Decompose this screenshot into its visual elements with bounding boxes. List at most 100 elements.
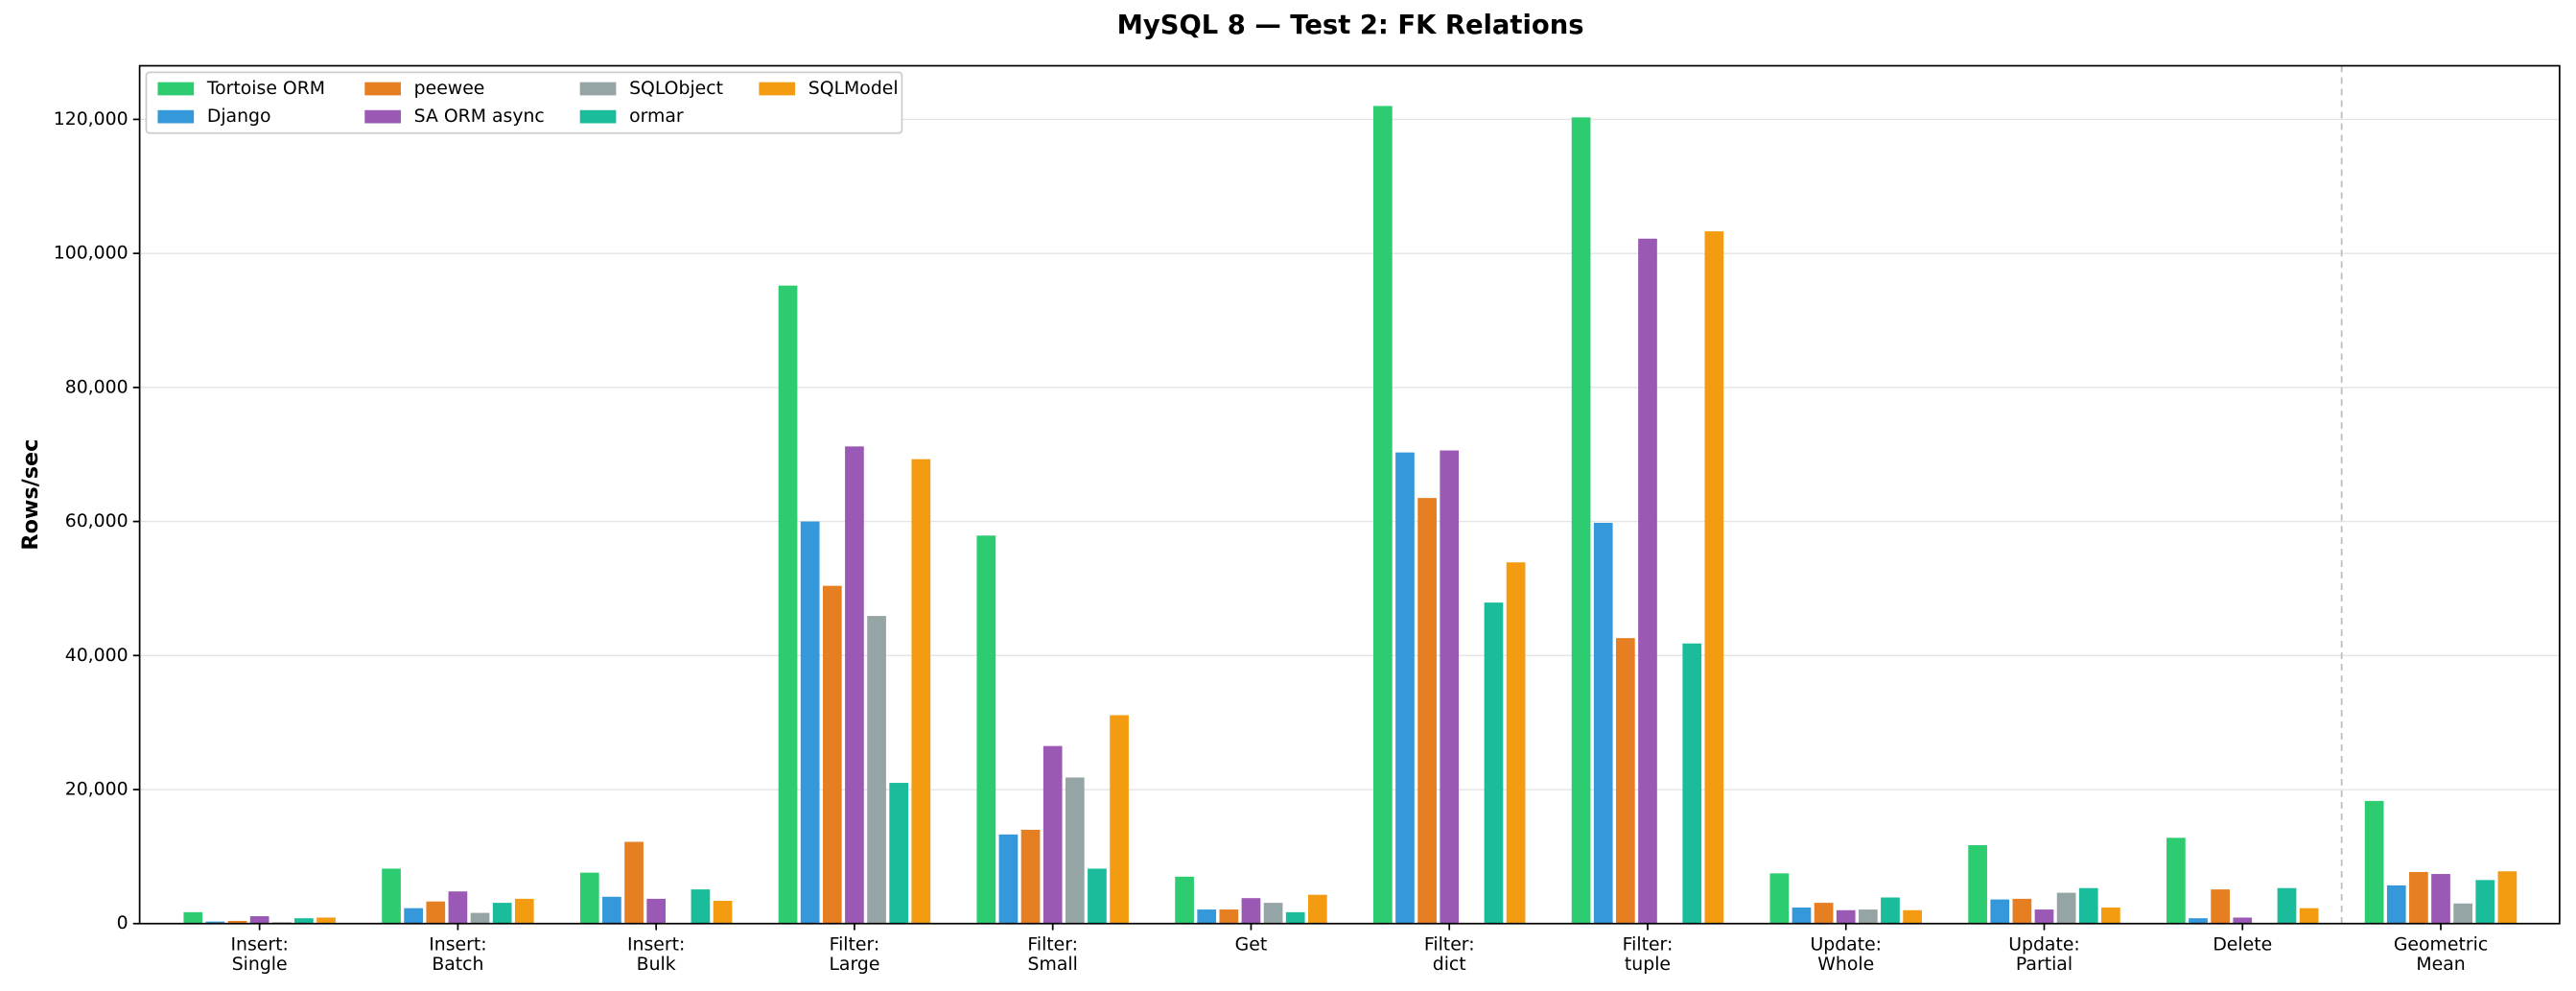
bar <box>1440 450 1460 924</box>
legend-label: Tortoise ORM <box>206 79 325 99</box>
bar <box>1307 894 1327 924</box>
x-tick-label: Insert: <box>429 935 486 956</box>
bar <box>1859 909 1878 924</box>
bar <box>1219 909 1239 924</box>
bar <box>713 900 733 924</box>
bar <box>2364 800 2384 924</box>
bar <box>1372 106 1393 924</box>
x-tick-label: Insert: <box>627 935 685 956</box>
bar <box>1968 845 1987 924</box>
bar <box>492 903 512 924</box>
bar <box>1791 907 1812 924</box>
bar <box>2012 898 2032 924</box>
x-tick-label: Whole <box>1817 955 1874 975</box>
bar <box>2299 908 2319 924</box>
bar <box>1704 231 1724 924</box>
bar <box>800 521 820 924</box>
bar <box>1616 638 1635 924</box>
x-tick-label: Get <box>1235 935 1268 956</box>
bar <box>1042 745 1063 924</box>
legend-swatch <box>579 109 617 124</box>
bar <box>1285 911 1305 924</box>
bar <box>514 898 534 924</box>
legend-label: peewee <box>414 79 485 99</box>
y-tick-label: 80,000 <box>65 377 129 397</box>
bar <box>1175 876 1194 924</box>
bar <box>294 918 314 924</box>
x-tick-label: Filter: <box>1623 935 1674 956</box>
x-tick-label: Bulk <box>637 955 676 975</box>
bar <box>1263 903 1283 924</box>
bar <box>624 841 644 924</box>
x-tick-label: Single <box>232 955 288 975</box>
x-tick-label: Geometric <box>2394 935 2488 956</box>
legend-swatch <box>157 109 195 124</box>
bar <box>2431 874 2450 924</box>
bar <box>579 872 599 924</box>
x-tick-label: Mean <box>2416 955 2465 975</box>
bar <box>2409 871 2428 924</box>
plot-frame <box>138 64 2561 925</box>
legend-label: ormar <box>629 106 684 127</box>
legend-swatch <box>157 82 195 96</box>
bar <box>691 889 711 924</box>
bar <box>316 917 336 924</box>
legend-label: Django <box>207 106 271 127</box>
bar <box>822 585 842 924</box>
bar <box>1395 452 1415 924</box>
y-tick-label: 20,000 <box>65 780 129 800</box>
bar <box>183 911 203 924</box>
x-tick-label: dict <box>1433 955 1466 975</box>
bar <box>1682 643 1702 924</box>
bar <box>2101 907 2120 924</box>
bar <box>404 908 424 924</box>
x-tick-label: tuple <box>1625 955 1671 975</box>
legend-swatch <box>364 82 401 96</box>
legend-label: SA ORM async <box>414 106 545 127</box>
bar <box>2166 838 2186 924</box>
bar <box>1484 602 1504 924</box>
x-tick-label: Small <box>1028 955 1078 975</box>
bar <box>1110 715 1129 924</box>
bar <box>382 868 401 924</box>
x-tick-label: Batch <box>432 955 483 975</box>
bar <box>2233 917 2253 924</box>
bar <box>448 891 468 924</box>
bar <box>1571 117 1591 924</box>
y-axis-label: Rows/sec <box>18 439 43 551</box>
legend: Tortoise ORM Django peewee SA ORM async SQLO… <box>145 71 903 134</box>
legend-label: SQLObject <box>629 79 723 99</box>
bar <box>1593 522 1613 924</box>
y-tick-label: 100,000 <box>54 244 129 264</box>
bar <box>2078 887 2098 924</box>
bar <box>1990 899 2010 924</box>
legend-swatch <box>579 82 617 96</box>
y-tick-label: 120,000 <box>54 109 129 130</box>
bar <box>470 912 490 924</box>
x-tick-label: Update: <box>1810 935 1882 956</box>
bar <box>976 535 996 924</box>
x-tick-label: Update: <box>2008 935 2080 956</box>
bar <box>1769 873 1790 924</box>
x-tick-label: Insert: <box>230 935 288 956</box>
x-tick-label: Filter: <box>830 935 880 956</box>
bar <box>1241 898 1261 924</box>
bar <box>2056 892 2076 924</box>
y-tick-label: 0 <box>117 913 129 933</box>
bar <box>867 616 886 924</box>
bar <box>1506 562 1526 924</box>
bar <box>249 916 269 924</box>
bar <box>227 920 247 924</box>
bar <box>2277 887 2297 924</box>
bar <box>2386 885 2406 924</box>
bar <box>2211 889 2230 924</box>
bar <box>1417 498 1437 924</box>
bar <box>2453 903 2472 924</box>
bar <box>845 446 864 924</box>
bar <box>1814 903 1834 924</box>
bar <box>205 921 225 924</box>
bar <box>1088 868 1107 924</box>
bar <box>646 898 667 924</box>
legend-swatch <box>364 109 401 124</box>
